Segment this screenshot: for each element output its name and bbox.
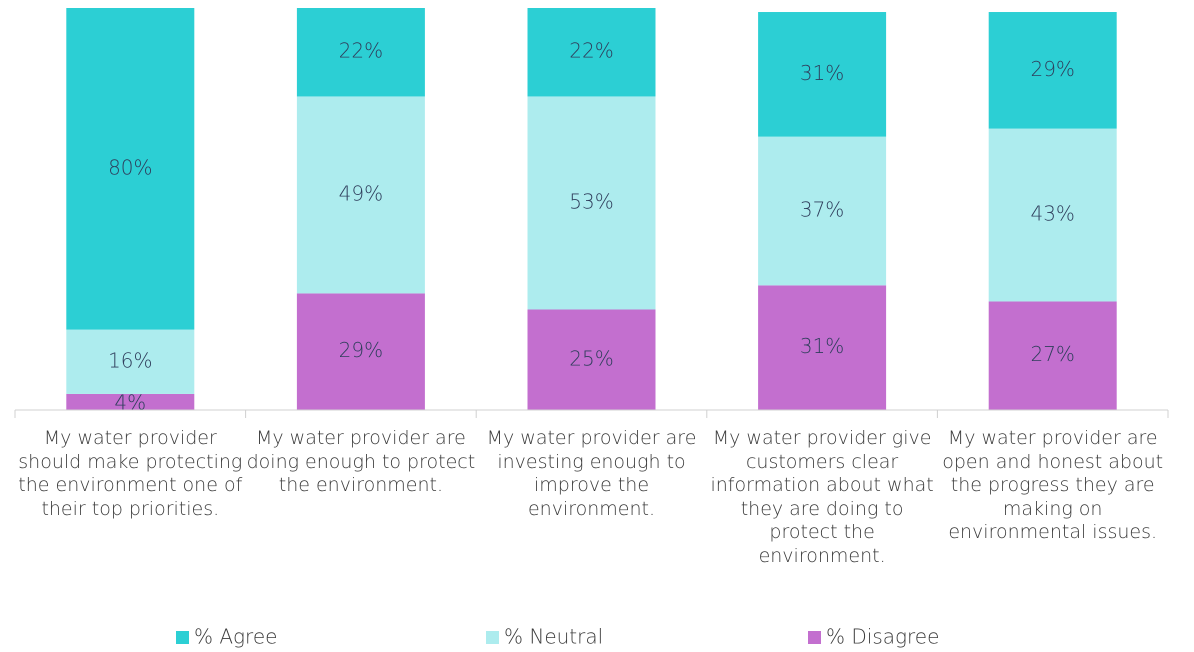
legend-label: % Neutral: [504, 625, 603, 649]
x-tick-label: My water provider should make protecting…: [18, 427, 243, 520]
data-label: 53%: [569, 189, 613, 213]
legend-swatch: [486, 631, 499, 644]
legend-swatch: [808, 631, 821, 644]
bar-segment: [758, 136, 887, 286]
bar-segment: [66, 393, 195, 410]
data-label: 43%: [1030, 202, 1074, 226]
bar-segment: [296, 293, 425, 410]
x-tick-label: My water provider are open and honest ab…: [942, 427, 1164, 543]
bar-segment: [988, 128, 1117, 302]
bar-segment: [66, 8, 195, 330]
data-label: 27%: [1030, 342, 1074, 366]
data-label: 25%: [569, 346, 613, 370]
bar-segment: [527, 8, 656, 97]
legend-label: % Disagree: [826, 625, 939, 649]
data-label: 31%: [800, 334, 844, 358]
bar-segment: [988, 12, 1117, 129]
data-label: 80%: [108, 155, 152, 179]
bar-segment: [758, 285, 887, 410]
legend-swatch: [176, 631, 189, 644]
data-label: 49%: [339, 181, 383, 205]
legend-label: % Agree: [194, 625, 277, 649]
bar-segment: [988, 301, 1117, 410]
data-label: 4%: [114, 391, 146, 415]
bar-segment: [758, 12, 887, 137]
data-label: 31%: [800, 61, 844, 85]
bar-segment: [296, 8, 425, 97]
data-label: 22%: [339, 39, 383, 63]
data-label: 16%: [108, 348, 152, 372]
x-tick-label: My water provider give customers clear i…: [710, 427, 934, 567]
data-label: 29%: [339, 338, 383, 362]
bar-segment: [527, 96, 656, 310]
x-tick-label: My water provider are investing enough t…: [486, 427, 697, 520]
bar-segment: [296, 96, 425, 294]
bar-segment: [527, 309, 656, 410]
bar-segment: [66, 329, 195, 394]
data-label: 29%: [1030, 57, 1074, 81]
data-label: 37%: [800, 198, 844, 222]
data-label: 22%: [569, 39, 613, 63]
x-tick-label: My water provider are doing enough to pr…: [246, 427, 476, 496]
